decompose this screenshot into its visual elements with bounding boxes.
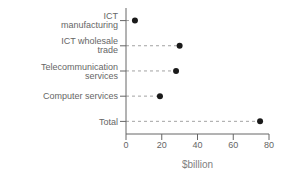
- svg-text:80: 80: [264, 140, 274, 150]
- svg-text:20: 20: [157, 140, 167, 150]
- svg-text:Computer services: Computer services: [43, 91, 119, 101]
- svg-text:ICTmanufacturing: ICTmanufacturing: [61, 11, 119, 30]
- svg-text:Total: Total: [99, 117, 118, 127]
- svg-text:Telecommunicationservices: Telecommunicationservices: [41, 62, 119, 81]
- svg-text:ICT wholesaletrade: ICT wholesaletrade: [61, 36, 118, 55]
- svg-text:60: 60: [228, 140, 238, 150]
- svg-text:0: 0: [123, 140, 128, 150]
- svg-text:40: 40: [192, 140, 202, 150]
- svg-text:$billion: $billion: [182, 159, 213, 170]
